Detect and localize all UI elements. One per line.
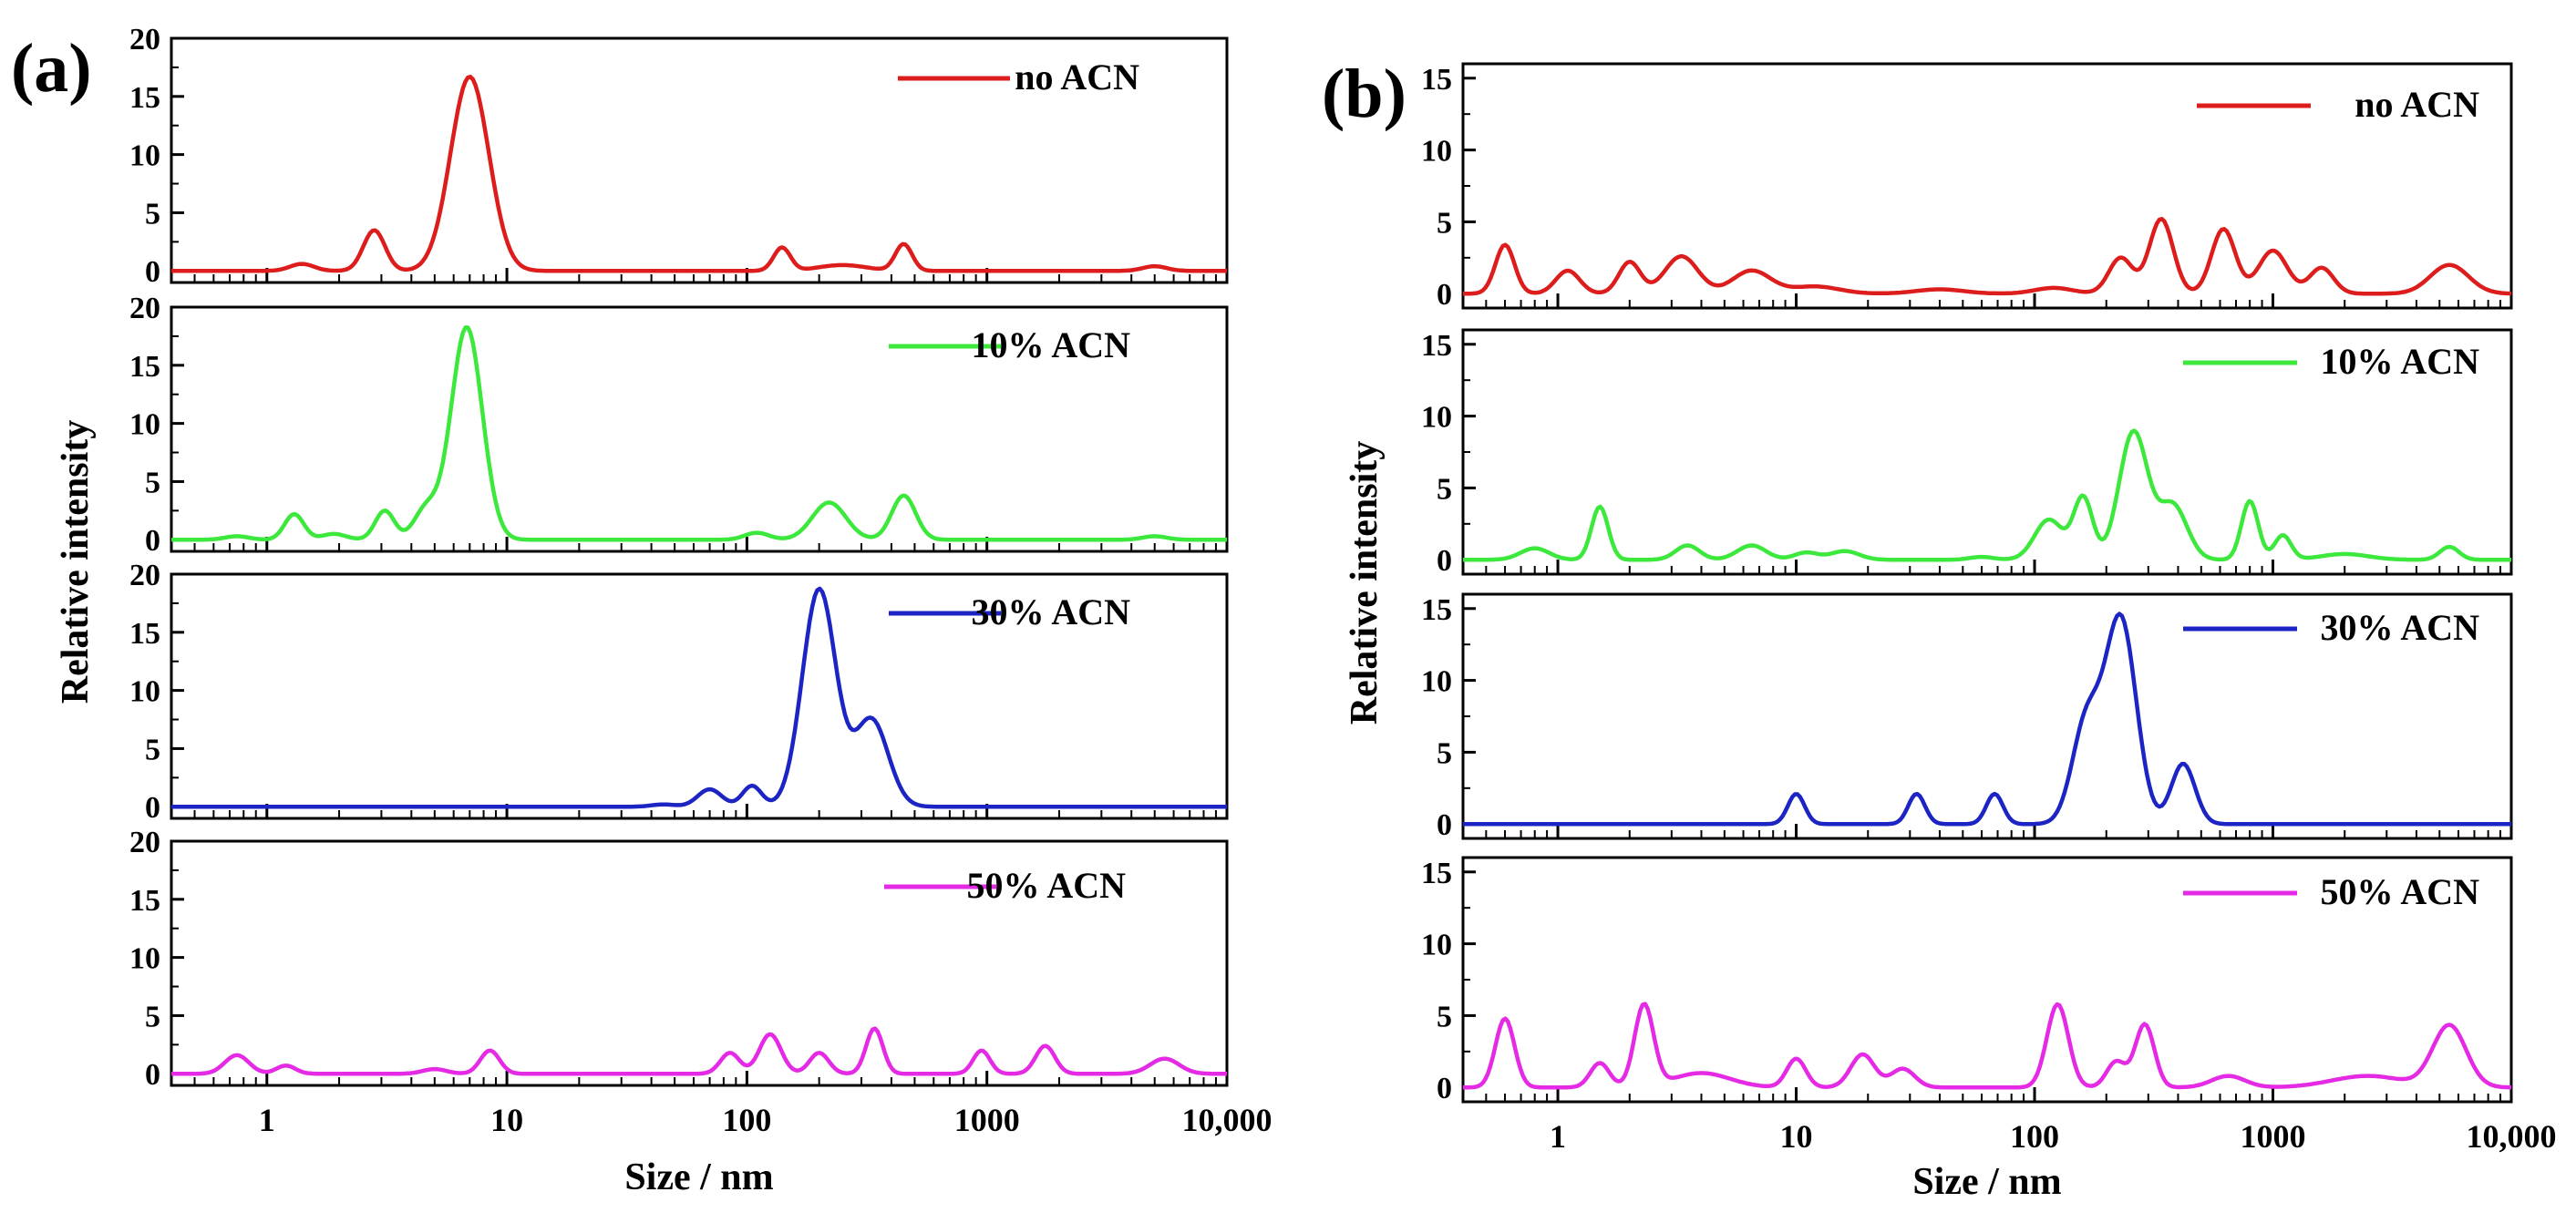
x-axis-title: Size / nm [1912, 1161, 2061, 1203]
subplot-0-0 [170, 36, 1229, 284]
x-tick-label: 1 [259, 1102, 275, 1138]
y-tick-label: 20 [129, 559, 160, 592]
y-tick-label: 10 [129, 942, 160, 976]
y-tick-label: 0 [145, 1058, 160, 1092]
series-line [171, 75, 1227, 273]
legend-label: 30% ACN [2321, 607, 2480, 648]
y-tick-label: 5 [145, 197, 160, 231]
y-tick-label: 0 [1437, 1072, 1452, 1105]
legend-label: 10% ACN [972, 324, 1131, 365]
y-tick-label: 10 [1421, 665, 1452, 699]
plot-frame [170, 305, 1229, 553]
series-line [1463, 428, 2511, 562]
y-tick-label: 15 [129, 884, 160, 918]
x-tick-label: 10,000 [1182, 1102, 1273, 1138]
y-tick-label: 0 [1437, 278, 1452, 312]
x-tick-label: 100 [722, 1102, 771, 1138]
y-tick-label: 10 [129, 675, 160, 709]
subplot-1-3 [1461, 856, 2513, 1104]
y-tick-label: 5 [145, 466, 160, 499]
y-tick-label: 5 [1437, 1000, 1452, 1033]
x-tick-label: 1000 [2241, 1118, 2306, 1155]
plot-frame [170, 839, 1229, 1087]
y-tick-label: 5 [1437, 472, 1452, 506]
subplot-0-2 [170, 572, 1229, 820]
y-tick-label: 0 [145, 255, 160, 289]
y-tick-label: 15 [1421, 329, 1452, 363]
y-tick-label: 15 [129, 617, 160, 651]
y-tick-label: 5 [145, 1000, 160, 1033]
legend-label: 10% ACN [2321, 341, 2480, 382]
legend-label: no ACN [2354, 84, 2479, 125]
subplot-0-1 [170, 305, 1229, 553]
y-tick-label: 15 [129, 350, 160, 384]
plot-frame [170, 572, 1229, 820]
y-tick-label: 0 [145, 791, 160, 825]
y-tick-label: 0 [1437, 544, 1452, 578]
x-tick-label: 1 [1550, 1118, 1566, 1155]
y-tick-label: 5 [1437, 736, 1452, 770]
x-axis-title: Size / nm [624, 1156, 773, 1198]
y-tick-label: 15 [1421, 857, 1452, 890]
y-axis-title: Relative intensity [1344, 441, 1386, 725]
y-tick-label: 0 [145, 524, 160, 558]
y-tick-label: 10 [129, 139, 160, 173]
subplot-1-1 [1461, 328, 2513, 576]
y-tick-label: 0 [1437, 808, 1452, 842]
x-tick-label: 10,000 [2467, 1118, 2557, 1155]
y-tick-label: 20 [129, 826, 160, 859]
y-tick-label: 10 [1421, 401, 1452, 435]
x-tick-label: 10 [1780, 1118, 1813, 1155]
legend-label: 50% ACN [2321, 871, 2480, 912]
panel-label: (b) [1322, 56, 1406, 132]
series-line [1463, 1002, 2512, 1090]
y-tick-label: 20 [129, 23, 160, 57]
y-axis-title: Relative intensity [55, 420, 97, 704]
y-tick-label: 10 [129, 408, 160, 442]
series-line [171, 1026, 1227, 1076]
legend-label: 30% ACN [972, 591, 1131, 632]
x-tick-label: 100 [2010, 1118, 2059, 1155]
legend-label: no ACN [1015, 57, 1139, 98]
subplot-1-2 [1461, 592, 2513, 840]
subplot-0-3 [170, 839, 1229, 1087]
series-line [1463, 612, 2511, 827]
y-tick-label: 15 [129, 81, 160, 115]
series-line [1463, 217, 2512, 296]
y-tick-label: 10 [1421, 929, 1452, 962]
x-tick-label: 10 [490, 1102, 523, 1138]
y-tick-label: 10 [1421, 135, 1452, 169]
series-line [171, 586, 1227, 809]
subplot-1-0 [1461, 62, 2513, 310]
x-tick-label: 1000 [954, 1102, 1020, 1138]
y-tick-label: 5 [145, 733, 160, 766]
plot-frame [170, 36, 1229, 284]
legend-label: 50% ACN [967, 865, 1127, 906]
y-tick-label: 15 [1421, 593, 1452, 627]
y-tick-label: 5 [1437, 206, 1452, 240]
panel-label: (a) [11, 30, 92, 107]
y-tick-label: 15 [1421, 63, 1452, 97]
series-line [171, 325, 1227, 542]
y-tick-label: 20 [129, 292, 160, 325]
